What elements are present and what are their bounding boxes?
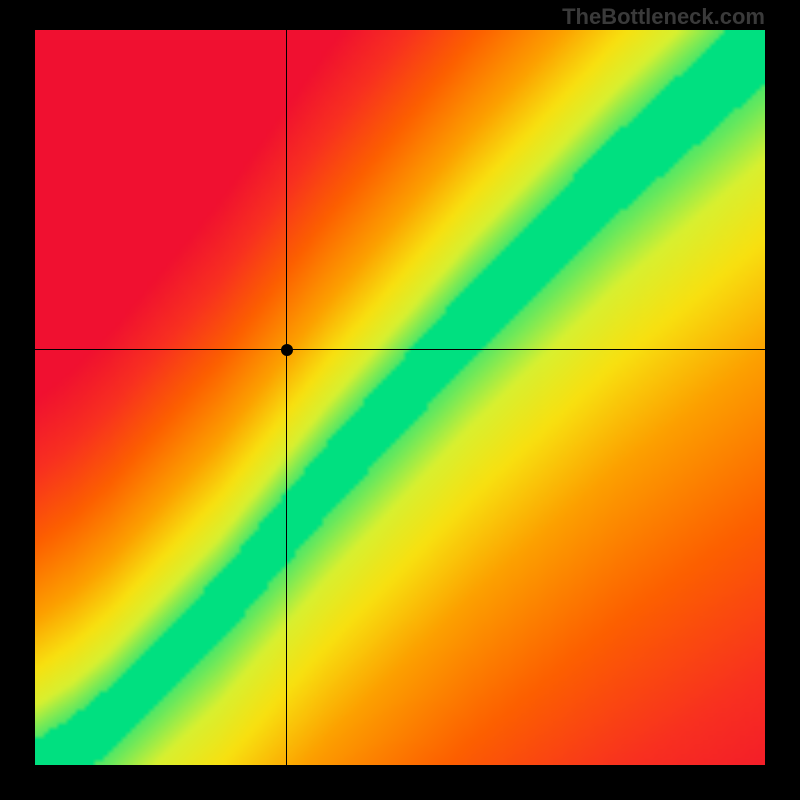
crosshair-vertical: [286, 30, 287, 765]
bottleneck-heatmap: [35, 30, 765, 765]
crosshair-marker: [281, 344, 293, 356]
chart-container: TheBottleneck.com: [0, 0, 800, 800]
watermark-text: TheBottleneck.com: [562, 4, 765, 30]
crosshair-horizontal: [35, 349, 765, 350]
